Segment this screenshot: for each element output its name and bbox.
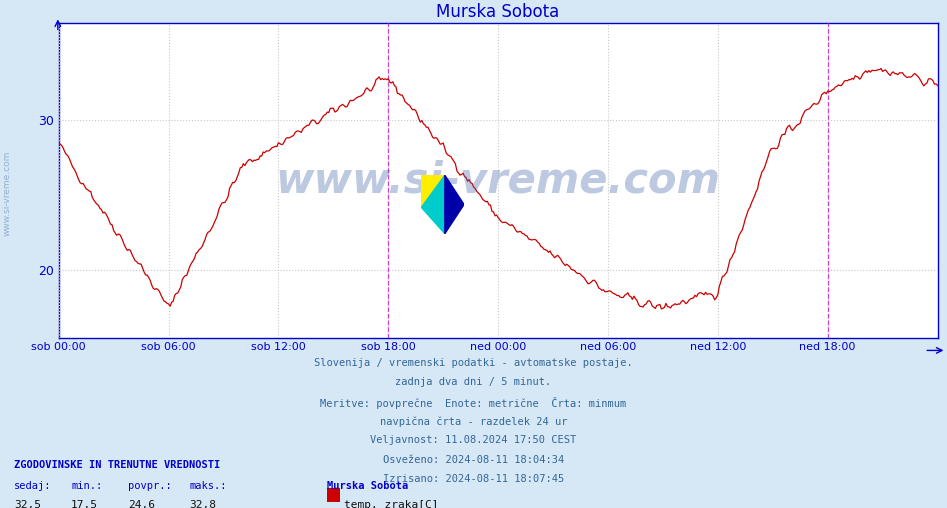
Text: povpr.:: povpr.: — [128, 481, 171, 491]
Polygon shape — [421, 175, 445, 234]
Text: Izrisano: 2024-08-11 18:07:45: Izrisano: 2024-08-11 18:07:45 — [383, 474, 564, 484]
Text: min.:: min.: — [71, 481, 102, 491]
Text: Veljavnost: 11.08.2024 17:50 CEST: Veljavnost: 11.08.2024 17:50 CEST — [370, 435, 577, 446]
Polygon shape — [421, 175, 445, 207]
Text: 32,5: 32,5 — [14, 500, 42, 508]
Text: Slovenija / vremenski podatki - avtomatske postaje.: Slovenija / vremenski podatki - avtomats… — [314, 358, 633, 368]
Text: Murska Sobota: Murska Sobota — [327, 481, 408, 491]
Text: temp. zraka[C]: temp. zraka[C] — [344, 500, 438, 508]
Text: www.si-vreme.com: www.si-vreme.com — [276, 160, 721, 201]
Text: Osveženo: 2024-08-11 18:04:34: Osveženo: 2024-08-11 18:04:34 — [383, 455, 564, 465]
Text: 32,8: 32,8 — [189, 500, 217, 508]
Text: www.si-vreme.com: www.si-vreme.com — [3, 150, 12, 236]
Title: Murska Sobota: Murska Sobota — [437, 4, 560, 21]
Text: 17,5: 17,5 — [71, 500, 98, 508]
Text: sedaj:: sedaj: — [14, 481, 52, 491]
Text: ZGODOVINSKE IN TRENUTNE VREDNOSTI: ZGODOVINSKE IN TRENUTNE VREDNOSTI — [14, 460, 221, 470]
Text: maks.:: maks.: — [189, 481, 227, 491]
Text: zadnja dva dni / 5 minut.: zadnja dva dni / 5 minut. — [396, 377, 551, 388]
Text: 24,6: 24,6 — [128, 500, 155, 508]
Polygon shape — [445, 175, 464, 234]
Text: navpična črta - razdelek 24 ur: navpična črta - razdelek 24 ur — [380, 416, 567, 427]
Text: Meritve: povprečne  Enote: metrične  Črta: minmum: Meritve: povprečne Enote: metrične Črta:… — [320, 397, 627, 409]
